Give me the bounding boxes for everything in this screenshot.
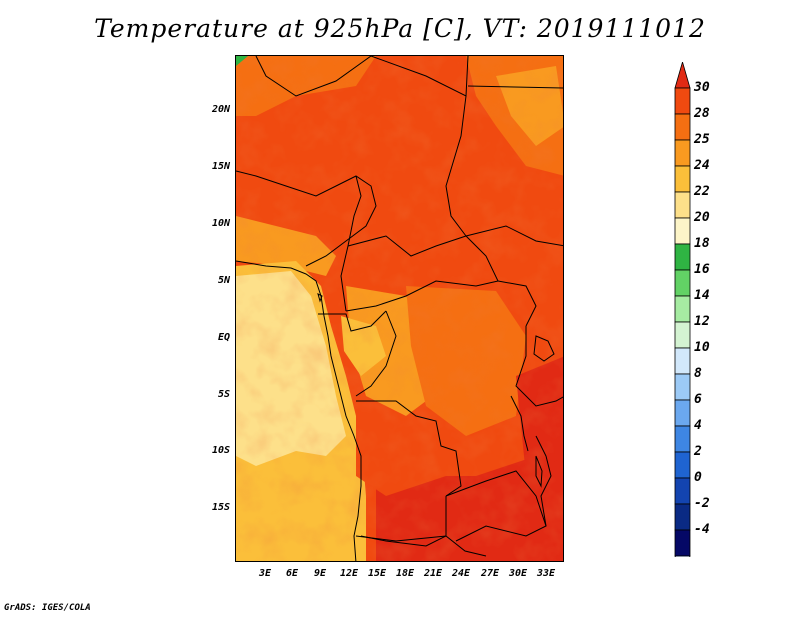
lat-label-20n: 20N	[211, 104, 230, 115]
colorbar-segment	[674, 373, 691, 401]
colorbar	[674, 62, 691, 557]
lat-label-15s: 15S	[211, 502, 230, 513]
border-east-africa	[515, 326, 563, 407]
colorbar-label: 10	[694, 340, 710, 355]
colorbar-label: 14	[694, 288, 710, 303]
colorbar-segment	[674, 451, 691, 479]
colorbar-segment	[674, 477, 691, 505]
lon-label-30e: 30E	[508, 568, 528, 579]
colorbar-label: 2	[694, 444, 702, 459]
border-chad-sudan	[445, 95, 467, 237]
border-gabon	[318, 310, 387, 332]
colorbar-label: 28	[694, 106, 710, 121]
border-car	[345, 235, 499, 312]
lat-label-5s: 5S	[217, 389, 230, 400]
coastline-west	[236, 260, 362, 561]
colorbar-segment	[674, 139, 691, 167]
colorbar-bottom-arrow	[674, 555, 691, 557]
colorbar-label: 20	[694, 210, 710, 225]
border-sudan-egypt	[467, 85, 563, 89]
border-drc-angola	[356, 400, 462, 497]
lon-label-12e: 12E	[339, 568, 359, 579]
border-niger-chad	[255, 56, 372, 97]
lon-label-6e: 6E	[285, 568, 299, 579]
colorbar-segment	[674, 347, 691, 375]
temp-texture	[236, 56, 563, 561]
temperature-map	[235, 55, 564, 562]
border-lake-tanganyika	[510, 395, 529, 452]
colorbar-segment	[674, 399, 691, 427]
border-cameroon	[340, 175, 362, 312]
border-namibia	[355, 535, 487, 557]
colorbar-top-arrow	[674, 62, 691, 89]
border-angola-zambia	[360, 496, 447, 547]
grads-credit: GrADS: IGES/COLA	[4, 603, 91, 613]
border-malawi	[535, 435, 552, 527]
border-ss-drc	[497, 280, 537, 327]
colorbar-label: 12	[694, 314, 710, 329]
island-bioko	[317, 293, 323, 303]
colorbar-label: 22	[694, 184, 710, 199]
colorbar-segment	[674, 217, 691, 245]
colorbar-label: -4	[694, 522, 710, 537]
lat-label-10s: 10S	[211, 445, 230, 456]
lon-label-9e: 9E	[313, 568, 327, 579]
colorbar-segment	[674, 503, 691, 531]
colorbar-segment	[674, 425, 691, 453]
colorbar-segment	[674, 87, 691, 115]
colorbar-label: 30	[694, 80, 710, 95]
border-nigeria	[236, 170, 377, 267]
temp-zone-corner-green	[236, 56, 248, 66]
colorbar-segment	[674, 529, 691, 557]
colorbar-label: -2	[694, 496, 710, 511]
lon-label-21e: 21E	[423, 568, 443, 579]
colorbar-segment	[674, 269, 691, 297]
border-zambia	[445, 470, 547, 542]
colorbar-label: 16	[694, 262, 710, 277]
lat-label-5n: 5N	[217, 275, 230, 286]
colorbar-segment	[674, 191, 691, 219]
colorbar-label: 8	[694, 366, 702, 381]
colorbar-label: 24	[694, 158, 710, 173]
lat-label-10n: 10N	[211, 218, 230, 229]
lat-label-15n: 15N	[211, 161, 230, 172]
country-borders	[236, 56, 563, 561]
lon-label-15e: 15E	[367, 568, 387, 579]
colorbar-segment	[674, 295, 691, 323]
border-drc-west	[355, 310, 397, 397]
colorbar-segment	[674, 321, 691, 349]
colorbar-label: 6	[694, 392, 702, 407]
lon-label-18e: 18E	[395, 568, 415, 579]
lake-victoria	[533, 335, 555, 362]
colorbar-segment	[674, 243, 691, 271]
border-south-sudan	[465, 225, 563, 247]
colorbar-label: 4	[694, 418, 702, 433]
colorbar-segment	[674, 113, 691, 141]
lon-label-27e: 27E	[480, 568, 500, 579]
lon-label-24e: 24E	[451, 568, 471, 579]
map-title: Temperature at 925hPa [C], VT: 201911101…	[94, 14, 706, 43]
colorbar-label: 25	[694, 132, 710, 147]
lat-label-eq: EQ	[217, 332, 230, 343]
lake-malawi	[535, 455, 543, 488]
colorbar-label: 0	[694, 470, 702, 485]
colorbar-segment	[674, 165, 691, 193]
colorbar-label: 18	[694, 236, 710, 251]
lon-label-33e: 33E	[536, 568, 556, 579]
border-chad-libya	[370, 56, 469, 97]
lon-label-3e: 3E	[258, 568, 272, 579]
